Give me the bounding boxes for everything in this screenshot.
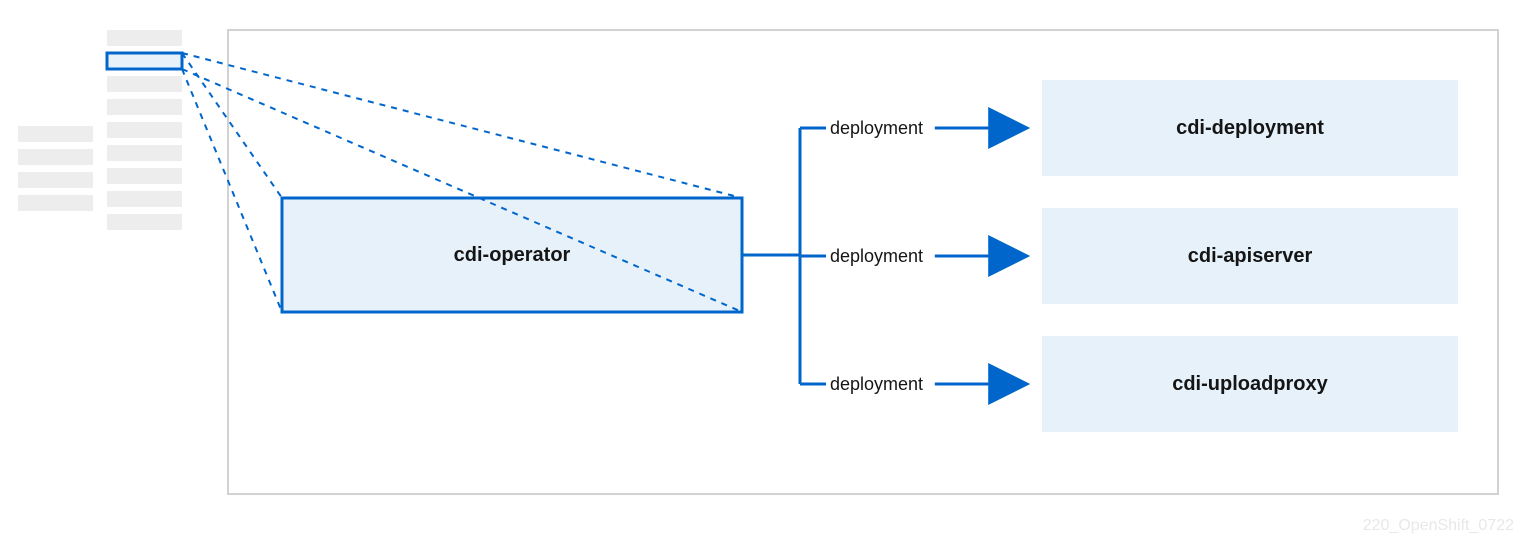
edge-label: deployment	[830, 118, 923, 138]
thumb-row	[18, 195, 93, 211]
thumb-row	[107, 191, 182, 207]
thumb-row	[107, 214, 182, 230]
callout-line	[182, 69, 282, 312]
thumb-row	[107, 168, 182, 184]
thumb-row	[107, 145, 182, 161]
deployment-node-label: cdi-apiserver	[1188, 245, 1313, 267]
thumb-row	[107, 76, 182, 92]
thumb-row-highlight	[107, 53, 182, 69]
edge-label: deployment	[830, 246, 923, 266]
deployment-node-label: cdi-uploadproxy	[1172, 373, 1328, 395]
thumb-row	[107, 99, 182, 115]
deployment-node-label: cdi-deployment	[1176, 117, 1324, 139]
edge-label: deployment	[830, 374, 923, 394]
thumb-row	[18, 126, 93, 142]
thumb-row	[107, 30, 182, 46]
thumb-row	[18, 172, 93, 188]
watermark: 220_OpenShift_0722	[1363, 517, 1514, 534]
operator-node-label: cdi-operator	[454, 244, 571, 266]
architecture-diagram: cdi-operator cdi-deployment cdi-apiserver c…	[0, 0, 1520, 540]
thumb-row	[18, 149, 93, 165]
thumb-row	[107, 122, 182, 138]
